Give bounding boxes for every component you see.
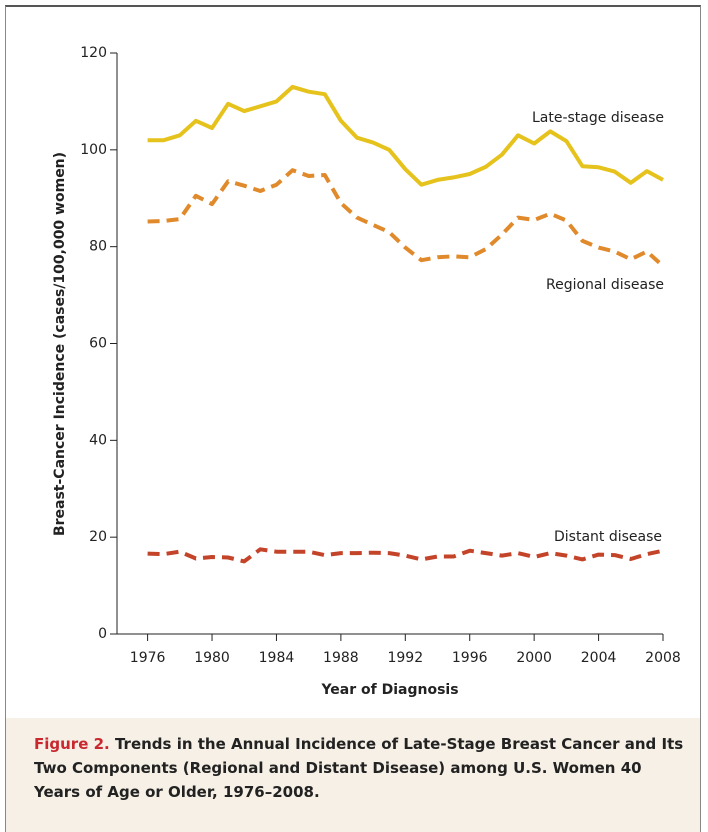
x-tick-label: 1976 [130,650,166,666]
series-line [147,547,664,564]
x-tick-label: 2000 [516,650,552,666]
series-label: Regional disease [546,277,664,293]
y-tick-label: 60 [89,336,107,352]
x-tick-label: 1984 [259,650,295,666]
series-label: Late-stage disease [532,110,664,126]
series-label: Distant disease [554,529,662,545]
y-tick-label: 20 [89,529,107,545]
series-line [147,84,664,187]
x-tick-label: 1988 [323,650,359,666]
caption: Figure 2. Trends in the Annual Incidence… [6,718,700,832]
x-tick-label: 1980 [194,650,230,666]
x-tick-label: 1996 [452,650,488,666]
caption-label: Figure 2. [34,735,110,753]
figure-frame [5,5,701,832]
y-tick-label: 0 [98,626,107,642]
chart: Year of Diagnosis Breast-Cancer Incidenc… [52,45,681,698]
y-tick-label: 100 [80,142,107,158]
x-tick-label: 1992 [387,650,423,666]
x-axis-title: Year of Diagnosis [320,682,458,698]
y-axis-title: Breast-Cancer Incidence (cases/100,000 w… [52,152,68,536]
y-tick-label: 120 [80,45,107,61]
y-tick-label: 40 [89,432,107,448]
caption-text: Trends in the Annual Incidence of Late-S… [34,735,684,801]
x-tick-label: 2008 [645,650,681,666]
series-line [147,168,665,268]
x-tick-label: 2004 [581,650,617,666]
y-tick-label: 80 [89,239,107,255]
